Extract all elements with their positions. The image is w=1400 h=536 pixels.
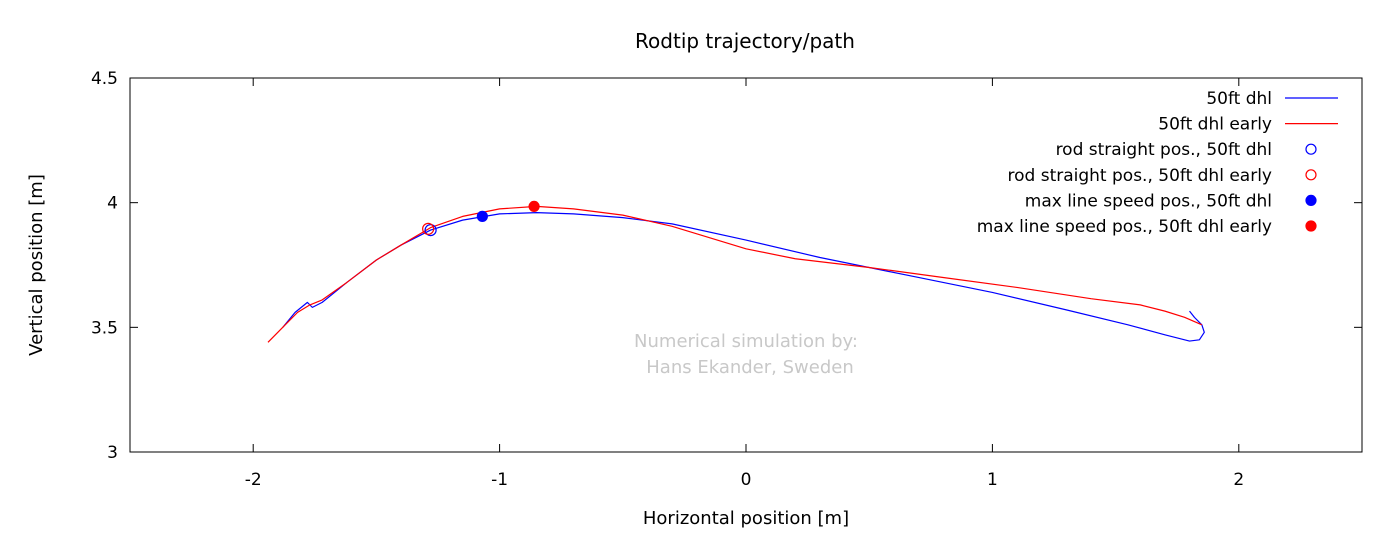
marker-rod-straight-pos-50ft-dhl-early	[422, 222, 435, 235]
legend-swatch-rod-straight-pos-50ft-dhl	[1305, 143, 1317, 155]
x-tick-label: 0	[741, 470, 752, 490]
marker-max-line-speed-pos-50ft-dhl-early	[528, 200, 540, 213]
x-axis-ticks: -2 -1 0 1 2	[245, 78, 1244, 490]
marker-max-line-speed-pos-50ft-dhl	[476, 210, 488, 222]
y-axis-ticks: 3 3.5 4 4.5	[91, 69, 1362, 463]
watermark-line-1: Numerical simulation by:	[634, 331, 858, 352]
legend-label-rod-straight-pos-50ft-dhl: rod straight pos., 50ft dhl	[1056, 140, 1272, 160]
y-tick-label: 3	[107, 443, 118, 463]
y-axis-label: Vertical position [m]	[26, 174, 47, 356]
legend-swatch-rod-straight-pos-50ft-dhl-early	[1305, 169, 1317, 181]
chart-title: Rodtip trajectory/path	[635, 29, 855, 53]
x-tick-label: 2	[1233, 470, 1244, 490]
legend-label-rod-straight-pos-50ft-dhl-early: rod straight pos., 50ft dhl early	[1008, 166, 1273, 186]
legend-label-max-line-speed-pos-50ft-dhl: max line speed pos., 50ft dhl	[1025, 191, 1272, 211]
y-tick-label: 3.5	[91, 318, 118, 338]
x-tick-label: -1	[491, 470, 508, 490]
series-layer	[267, 200, 1205, 343]
legend-swatch-max-line-speed-pos-50ft-dhl-early	[1305, 220, 1317, 232]
x-axis-label: Horizontal position [m]	[643, 508, 849, 529]
legend: 50ft dhl 50ft dhl early rod straight pos.,…	[977, 89, 1338, 237]
y-tick-label: 4.5	[91, 69, 118, 89]
watermark-line-2: Hans Ekander, Sweden	[646, 357, 853, 378]
legend-swatch-max-line-speed-pos-50ft-dhl	[1305, 194, 1317, 206]
series-line-50ft-dhl-early	[267, 205, 1203, 343]
legend-label-50ft-dhl-early: 50ft dhl early	[1158, 115, 1272, 135]
legend-label-50ft-dhl: 50ft dhl	[1206, 89, 1272, 109]
x-tick-label: 1	[987, 470, 998, 490]
y-tick-label: 4	[107, 194, 118, 214]
watermark: Numerical simulation by: Hans Ekander, S…	[634, 331, 858, 378]
x-tick-label: -2	[245, 470, 262, 490]
legend-label-max-line-speed-pos-50ft-dhl-early: max line speed pos., 50ft dhl early	[977, 217, 1272, 237]
